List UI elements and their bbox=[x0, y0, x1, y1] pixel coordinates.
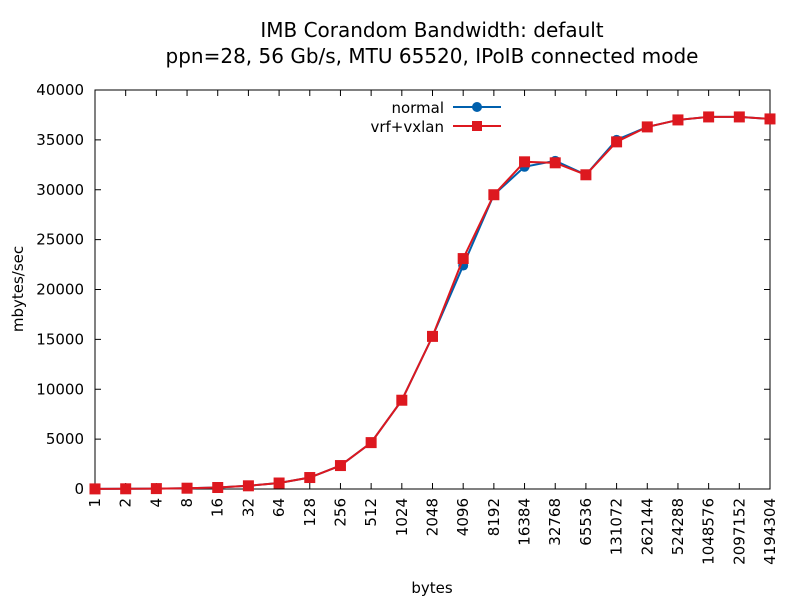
x-tick-label: 2048 bbox=[424, 498, 442, 536]
series-line bbox=[94, 115, 771, 490]
x-tick-label: 1048576 bbox=[700, 498, 718, 565]
legend-label-normal: normal bbox=[391, 99, 444, 117]
plot-frame bbox=[94, 89, 771, 490]
x-axis-label: bytes bbox=[411, 579, 453, 597]
data-point bbox=[703, 111, 715, 123]
legend-marker-vrf-vxlan bbox=[472, 121, 482, 131]
x-tick-label: 16384 bbox=[516, 498, 534, 546]
data-point bbox=[457, 253, 469, 265]
series-0 bbox=[90, 111, 775, 494]
x-tick-label: 2 bbox=[117, 498, 135, 508]
x-tick-label: 32768 bbox=[546, 498, 564, 546]
x-tick-label: 65536 bbox=[577, 498, 595, 546]
y-tick-label: 40000 bbox=[36, 81, 84, 99]
data-point bbox=[519, 156, 531, 168]
data-point bbox=[181, 482, 193, 494]
series-1 bbox=[89, 111, 776, 495]
data-point bbox=[150, 483, 162, 495]
x-tick-label: 1 bbox=[86, 498, 104, 508]
y-tick-label: 25000 bbox=[36, 231, 84, 249]
data-point bbox=[641, 121, 653, 133]
x-tick-label: 1024 bbox=[393, 498, 411, 536]
y-tick-label: 30000 bbox=[36, 181, 84, 199]
x-tick-label: 2097152 bbox=[730, 498, 748, 565]
y-tick-label: 5000 bbox=[46, 430, 84, 448]
data-point bbox=[212, 482, 224, 494]
data-point bbox=[549, 157, 561, 169]
data-point bbox=[611, 136, 623, 148]
x-tick-label: 4 bbox=[147, 498, 165, 508]
chart-title: IMB Corandom Bandwidth: default bbox=[260, 18, 603, 42]
x-tick-label: 8 bbox=[178, 498, 196, 508]
x-tick-label: 524288 bbox=[669, 498, 687, 555]
data-point bbox=[764, 113, 776, 125]
x-tick-label: 64 bbox=[270, 498, 288, 517]
x-axis: 1 2 4 8 16 32 64 128 256 512 1024 2048 4096 8192 16384… bbox=[86, 90, 779, 565]
legend-marker-normal bbox=[472, 102, 482, 112]
x-tick-label: 256 bbox=[331, 498, 349, 527]
x-tick-label: 16 bbox=[209, 498, 227, 517]
x-tick-label: 4096 bbox=[454, 498, 472, 536]
data-point bbox=[733, 111, 745, 123]
y-tick-label: 10000 bbox=[36, 380, 84, 398]
data-point bbox=[672, 114, 684, 126]
y-tick-label: 0 bbox=[74, 480, 84, 498]
data-point bbox=[365, 437, 377, 449]
x-tick-label: 4194304 bbox=[761, 498, 779, 565]
y-tick-label: 20000 bbox=[36, 281, 84, 299]
y-tick-label: 35000 bbox=[36, 131, 84, 149]
y-axis-label: mbytes/sec bbox=[9, 246, 27, 332]
data-point bbox=[304, 472, 316, 484]
y-axis: 0 5000 10000 15000 20000 25000 30000 35000 40000 bbox=[36, 81, 770, 498]
data-point bbox=[580, 169, 592, 181]
series-line bbox=[94, 115, 771, 490]
data-point bbox=[273, 477, 285, 489]
x-tick-label: 128 bbox=[301, 498, 319, 527]
data-point bbox=[89, 483, 101, 495]
data-point bbox=[488, 189, 500, 201]
data-point bbox=[120, 483, 132, 495]
x-tick-label: 131072 bbox=[608, 498, 626, 555]
data-point bbox=[334, 460, 346, 472]
data-point bbox=[427, 330, 438, 342]
legend: normal vrf+vxlan bbox=[370, 99, 501, 136]
x-tick-label: 512 bbox=[362, 498, 380, 527]
x-tick-label: 8192 bbox=[485, 498, 503, 536]
data-point bbox=[396, 394, 408, 406]
legend-label-vrf-vxlan: vrf+vxlan bbox=[370, 118, 444, 136]
x-tick-label: 32 bbox=[239, 498, 257, 517]
chart-subtitle: ppn=28, 56 Gb/s, MTU 65520, IPoIB connec… bbox=[166, 44, 699, 68]
y-tick-label: 15000 bbox=[36, 330, 84, 348]
x-tick-label: 262144 bbox=[638, 498, 656, 555]
data-point bbox=[242, 480, 254, 492]
series-layer bbox=[89, 111, 776, 495]
